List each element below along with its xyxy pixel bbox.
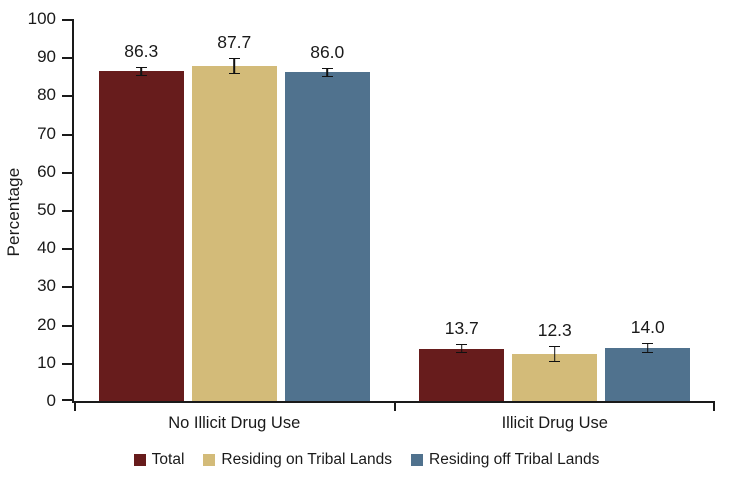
y-axis-tick-label: 70: [37, 123, 56, 143]
plot-area: 0 10 20 30 40 50 60 70 80 90 100 No Illicit Drug Us…: [28, 10, 715, 432]
y-axis-tick: [62, 362, 72, 365]
legend-swatch: [411, 454, 424, 466]
y-axis-tick-label: 50: [37, 200, 56, 219]
y-axis-tick: [62, 19, 72, 21]
error-bar: [642, 342, 654, 353]
legend-item: Total: [133, 451, 185, 469]
y-axis-tick-label: 90: [37, 47, 56, 67]
x-axis-tick: [393, 403, 396, 411]
category-label: No Illicit Drug Use: [168, 414, 301, 432]
y-axis-tick-label: 80: [37, 85, 56, 105]
category-label: Illicit Drug Use: [501, 414, 608, 432]
error-bar: [228, 57, 240, 75]
legend: Total Residing on Tribal Lands Residing of…: [0, 451, 733, 469]
bar-value-label: 12.3: [537, 319, 572, 340]
bar-value-label: 87.7: [217, 31, 252, 52]
bar-value-label: 14.0: [630, 316, 665, 337]
y-axis-tick-label: 60: [37, 161, 56, 181]
error-bar: [135, 66, 147, 76]
error-bar: [456, 344, 468, 354]
y-axis-tick-label: 30: [37, 276, 56, 296]
error-bar: [549, 345, 561, 363]
legend-label: Total: [151, 451, 185, 468]
x-axis-tick: [74, 403, 76, 411]
y-axis-tick: [62, 324, 72, 327]
error-bar: [321, 67, 333, 78]
bar-value-label: 86.0: [310, 41, 345, 62]
legend-item: Residing off Tribal Lands: [411, 451, 599, 469]
legend-label: Residing off Tribal Lands: [429, 451, 600, 468]
y-axis-tick-label: 10: [37, 352, 56, 372]
y-axis-tick: [62, 399, 72, 401]
y-axis-tick-label: 20: [37, 314, 56, 334]
y-axis-tick: [62, 133, 72, 136]
bar: [98, 71, 184, 401]
bar-value-label: 86.3: [124, 40, 159, 61]
legend-swatch: [133, 454, 146, 466]
y-axis-tick-label: 100: [27, 9, 56, 28]
bar-value-label: 13.7: [444, 318, 479, 339]
y-axis-tick: [62, 171, 72, 174]
legend-label: Residing on Tribal Lands: [221, 451, 393, 468]
y-axis-tick-label: 40: [37, 238, 56, 258]
bar: [419, 348, 505, 401]
bar: [284, 72, 370, 401]
x-axis-tick: [713, 403, 715, 411]
y-axis-tick: [62, 57, 72, 60]
y-axis-tick: [62, 210, 72, 212]
legend-swatch: [203, 454, 216, 466]
bar: [605, 347, 691, 401]
y-axis-tick: [62, 248, 72, 251]
y-axis-tick-label: 0: [46, 391, 56, 410]
y-axis-tick: [62, 95, 72, 98]
y-axis-tick: [62, 286, 72, 289]
legend-item: Residing on Tribal Lands: [203, 451, 392, 469]
bar: [191, 66, 277, 401]
